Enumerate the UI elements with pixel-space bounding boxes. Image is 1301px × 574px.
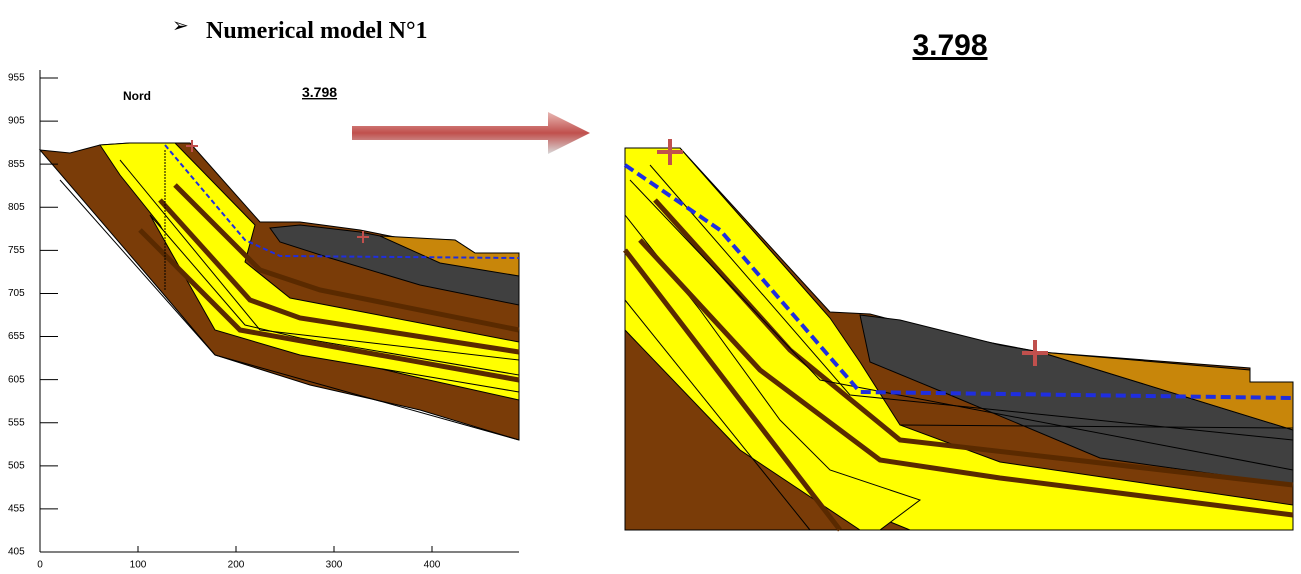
y-tick-label: 555: [8, 417, 25, 428]
right-factor: 3.798: [912, 29, 987, 62]
heading: Numerical model N°1: [206, 18, 428, 44]
y-tick-label: 805: [8, 202, 25, 213]
y-tick-label: 705: [8, 288, 25, 299]
y-tick-label: 455: [8, 504, 25, 515]
left-factor: 3.798: [302, 84, 337, 100]
y-tick-label: 955: [8, 73, 25, 84]
x-tick-label: 100: [130, 560, 147, 571]
y-tick-label: 405: [8, 547, 25, 558]
y-tick-label: 505: [8, 460, 25, 471]
arrow: [352, 112, 590, 154]
y-tick-label: 655: [8, 331, 25, 342]
y-tick-label: 855: [8, 159, 25, 170]
y-tick-label: 755: [8, 245, 25, 256]
x-tick-label: 300: [326, 560, 343, 571]
x-tick-label: 400: [424, 560, 441, 571]
y-tick-label: 905: [8, 116, 25, 127]
y-tick-label: 605: [8, 374, 25, 385]
right-figure: [625, 139, 1293, 530]
left-figure: Nord 3.798: [40, 70, 519, 552]
x-tick-label: 0: [37, 560, 43, 571]
direction-label: Nord: [123, 89, 151, 103]
page: ➢ Numerical model N°1 3.798 Nord 3.798 9…: [0, 0, 1301, 574]
bullet: ➢: [172, 13, 189, 37]
x-tick-label: 200: [228, 560, 245, 571]
